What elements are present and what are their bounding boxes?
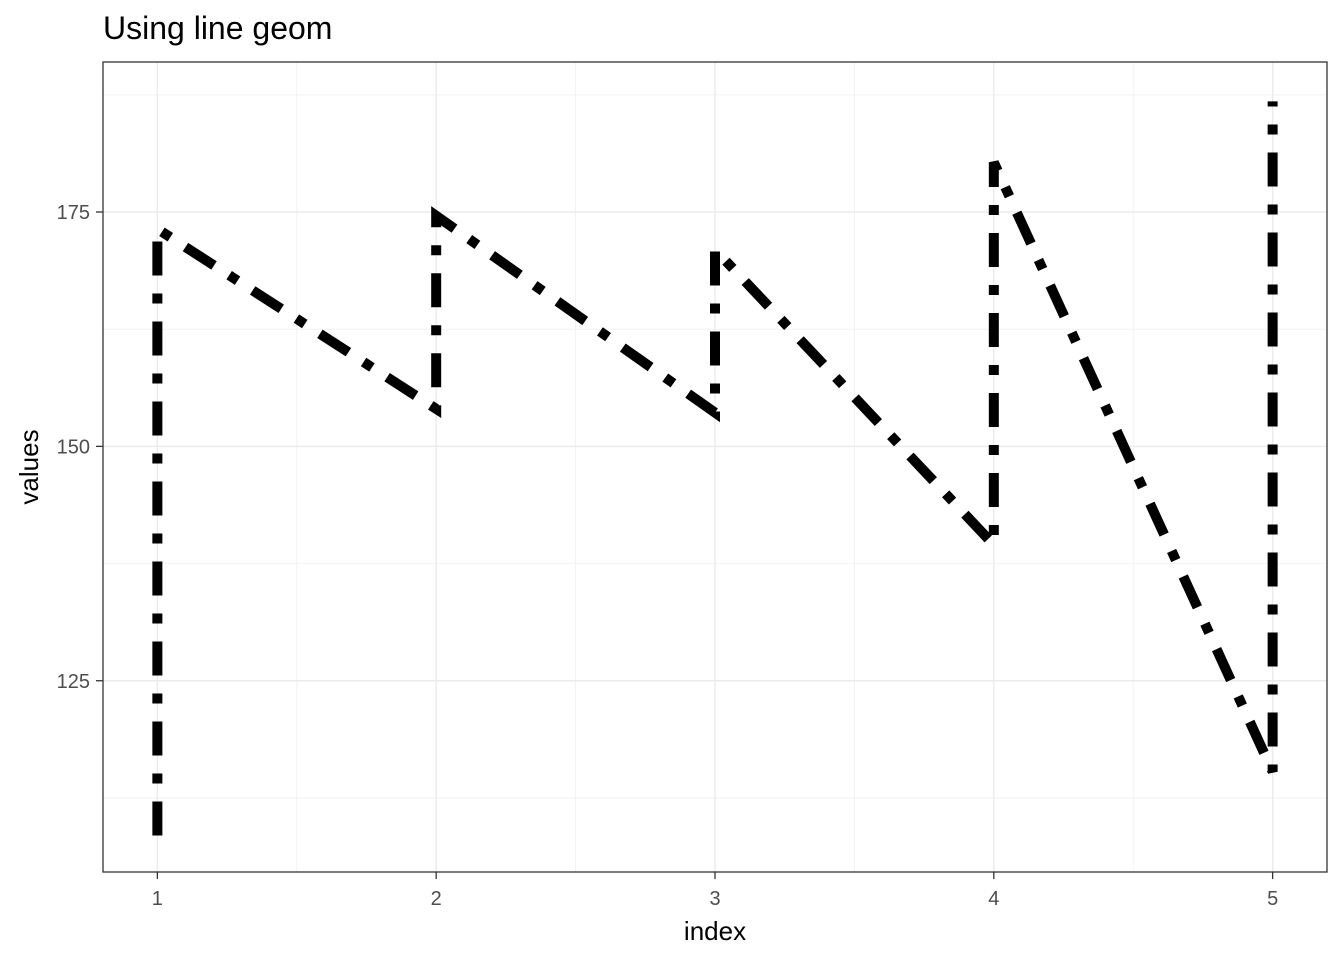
x-tick-label: 5 bbox=[1267, 888, 1278, 910]
y-tick-label: 150 bbox=[57, 436, 90, 458]
chart-title: Using line geom bbox=[103, 10, 333, 46]
series-layer bbox=[152, 101, 1278, 836]
y-axis: 125 150 175 bbox=[57, 202, 103, 693]
x-tick-label: 4 bbox=[988, 888, 999, 910]
x-axis: 1 2 3 4 5 bbox=[152, 872, 1278, 910]
y-tick-label: 175 bbox=[57, 202, 90, 224]
x-tick-label: 1 bbox=[152, 888, 163, 910]
x-tick-label: 3 bbox=[709, 888, 720, 910]
series-line bbox=[152, 101, 1278, 836]
y-tick-label: 125 bbox=[57, 671, 90, 693]
y-axis-title: values bbox=[14, 429, 44, 504]
x-axis-title: index bbox=[684, 916, 746, 946]
x-tick-label: 2 bbox=[431, 888, 442, 910]
